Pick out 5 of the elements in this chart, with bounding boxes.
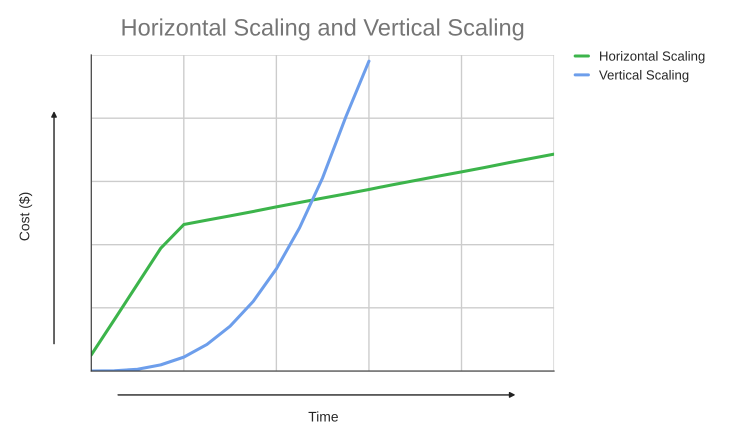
x-axis-title: Time — [308, 411, 338, 422]
legend-label: Vertical Scaling — [599, 70, 688, 82]
chart-title: Horizontal Scaling and Vertical Scaling — [122, 18, 524, 40]
y-axis-title: Cost ($) — [18, 192, 32, 240]
legend-label: Horizontal Scaling — [600, 51, 704, 64]
